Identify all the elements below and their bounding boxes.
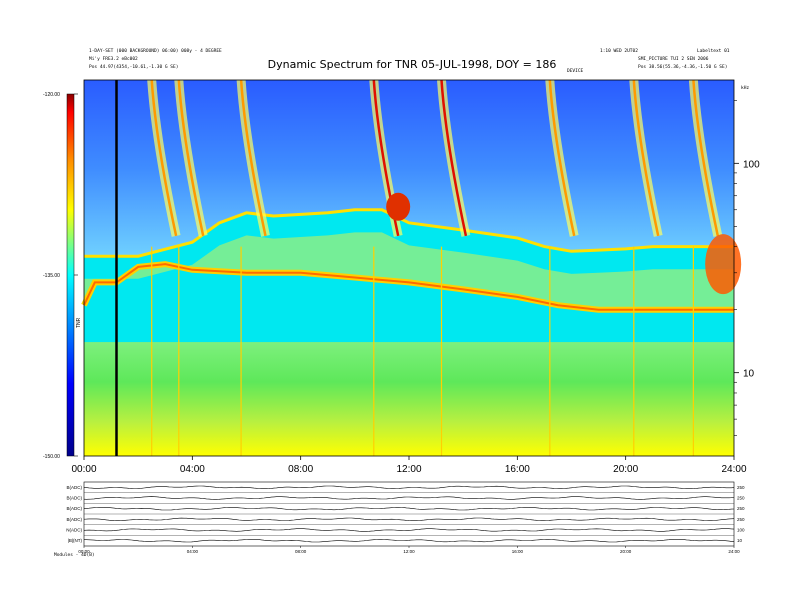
radio-burst bbox=[239, 79, 267, 237]
upper-boundary-line bbox=[84, 208, 734, 258]
x-tick-label: 00:00 bbox=[71, 464, 96, 475]
top-right-line1: 1:10 WED 2UT02 bbox=[600, 49, 638, 54]
colorbar-tick-label: -135.00 bbox=[43, 273, 60, 279]
radio-burst bbox=[177, 79, 205, 237]
radio-burst bbox=[150, 79, 178, 237]
radio-burst bbox=[632, 79, 660, 237]
panel-series-name: |B|(NT) bbox=[68, 538, 83, 543]
top-right-tag: Labeltext 01 bbox=[697, 49, 730, 54]
y-unit-label: kHz bbox=[741, 86, 750, 91]
low-frequency-band bbox=[84, 342, 734, 456]
panel-series-line bbox=[83, 528, 735, 532]
burst-blob bbox=[386, 192, 411, 221]
x-tick-label: 16:00 bbox=[505, 464, 530, 475]
panel-series-name: B(ADC) bbox=[67, 496, 83, 501]
panel-x-tick-label: 12:00 bbox=[403, 549, 415, 554]
panel-series-line bbox=[83, 496, 735, 500]
colorbar-tick-label: -120.00 bbox=[43, 92, 60, 98]
y-tick-label: 100 bbox=[743, 159, 760, 170]
top-right-line2: SMI_PICTURE TUI 2 SEN 2006 bbox=[638, 57, 709, 62]
panel-series-scale: 250 bbox=[737, 506, 745, 511]
center-tag: DEVICE bbox=[567, 69, 584, 74]
chart-title: Dynamic Spectrum for TNR 05-JUL-1998, DO… bbox=[267, 58, 557, 71]
top-left-line1: 1-DAY-SET (000 BACKGROUND) 06:00) 008y -… bbox=[89, 49, 222, 54]
panel-series-scale: 10 bbox=[737, 538, 743, 543]
panel-x-tick-label: 16:00 bbox=[512, 549, 524, 554]
plasma-line bbox=[83, 263, 734, 311]
panel-series-scale: 250 bbox=[737, 496, 745, 501]
x-tick-label: 20:00 bbox=[613, 464, 638, 475]
top-left-line3: Pos 44.97(4354,-10.61,-1.30 G SE) bbox=[89, 65, 179, 70]
burst-blob bbox=[705, 234, 742, 295]
top-right-line3: Pos 38.56(55.36,-4.36,-1.50 G SE) bbox=[638, 65, 728, 70]
panel-x-tick-label: 24:00 bbox=[728, 549, 740, 554]
panel-x-tick-label: 04:00 bbox=[187, 549, 199, 554]
panel-series-line bbox=[83, 485, 735, 490]
panel-series-scale: 250 bbox=[737, 517, 745, 522]
panel-series-name: B(ADC) bbox=[67, 485, 83, 490]
bottom-left-label: Modules - 4D(B) bbox=[54, 553, 95, 558]
colorbar-tick-label: -150.00 bbox=[43, 454, 60, 460]
panel-x-tick-label: 00:00 bbox=[78, 549, 90, 554]
panel-series-line bbox=[83, 506, 735, 511]
x-tick-label: 08:00 bbox=[288, 464, 313, 475]
emission-band bbox=[84, 232, 734, 310]
panel-series-line bbox=[83, 517, 735, 522]
radio-burst bbox=[548, 79, 576, 237]
heatmap-area bbox=[81, 79, 742, 457]
panel-series-name: B(ADC) bbox=[67, 506, 83, 511]
panel-x-tick-label: 08:00 bbox=[295, 549, 307, 554]
radio-burst bbox=[692, 79, 720, 237]
panel-x-tick-label: 20:00 bbox=[620, 549, 632, 554]
x-tick-label: 04:00 bbox=[180, 464, 205, 475]
panel-series-line bbox=[84, 538, 735, 543]
panel-series-scale: 250 bbox=[737, 485, 745, 490]
top-left-line2: Mi'y FRE3.2 eBc002 bbox=[89, 57, 138, 62]
radio-burst bbox=[440, 79, 468, 237]
colorbar bbox=[66, 93, 75, 457]
panel-series-name: B(ADC) bbox=[67, 517, 83, 522]
y-tick-label: 10 bbox=[743, 369, 755, 380]
lower-line-panel: B(ADC) 250 B(ADC) 250 B(ADC) 250 B(ADC) 250 N(AD… bbox=[66, 481, 745, 554]
colorbar-gradient bbox=[66, 93, 75, 457]
colorbar-label: TNR bbox=[76, 317, 82, 328]
x-tick-label: 24:00 bbox=[721, 464, 746, 475]
panel-series-scale: 100 bbox=[737, 528, 745, 533]
x-tick-label: 12:00 bbox=[396, 464, 421, 475]
panel-series-name: N(ADC) bbox=[66, 528, 82, 533]
